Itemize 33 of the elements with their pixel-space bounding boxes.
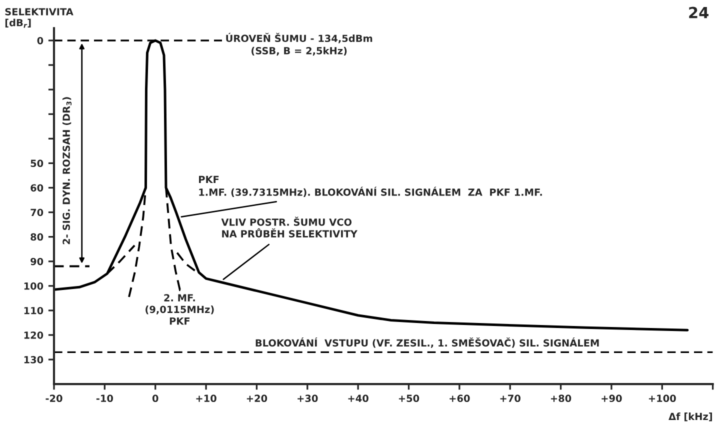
y-tick-label: 60 [30,184,44,192]
annotation: VLIV POSTR. ŠUMU VCO NA PRŮBĚH SELEKTIVITY [221,216,358,238]
x-tick-label: +70 [500,394,520,402]
x-tick-label: +30 [298,394,318,402]
x-tick-label: -10 [96,394,113,402]
y-tick-label: 0 [37,36,44,44]
y-tick-label: 70 [30,208,44,216]
ref-line-label: BLOKOVÁNÍ VSTUPU (VF. ZESIL., 1. SMĚŠOVAČ) SIL. SIGNÁLEM [256,337,599,348]
annotation: PKF 1.MF. (39.7315MHz). BLOKOVÁNÍ SIL. SIGNÁLEM ZA PKF 1.MF. [199,176,542,198]
text: 24 [689,6,708,18]
x-tick-label: +60 [450,394,470,402]
y-tick-label: 80 [30,233,44,241]
annotation: 2. MF. (9,0115MHz) PKF [146,294,214,325]
annotation: ÚROVEŇ ŠUMU - 134,5dBm (SSB, B = 2,5kHz) [226,32,372,56]
x-tick-label: 0 [152,394,158,402]
y-tick-label: 90 [30,258,44,266]
x-tick-label: +10 [196,394,216,402]
x-tick-label: +40 [348,394,368,402]
x-tick-label: +100 [648,394,676,402]
x-tick-label: +50 [398,394,420,402]
x-tick-label: +90 [602,394,622,402]
y-tick-label: 130 [24,356,44,364]
y-tick-label: 110 [24,306,44,314]
y-tick-label: 120 [24,331,44,339]
x-tick-label: -20 [46,394,62,402]
annotation: 2- SIG. DYN. ROZSAH (DR$_{3}$) [62,97,72,244]
line-series [128,186,147,298]
y-tick-label: 100 [24,282,44,290]
x-tick-label: +80 [550,394,572,402]
x-tick-label: +20 [246,394,268,402]
y-axis-title: SELEKTIVITA [dB$_{r}$] [5,8,74,28]
x-axis-title: Δf [kHz] [668,412,712,422]
y-tick-label: 50 [30,160,44,168]
